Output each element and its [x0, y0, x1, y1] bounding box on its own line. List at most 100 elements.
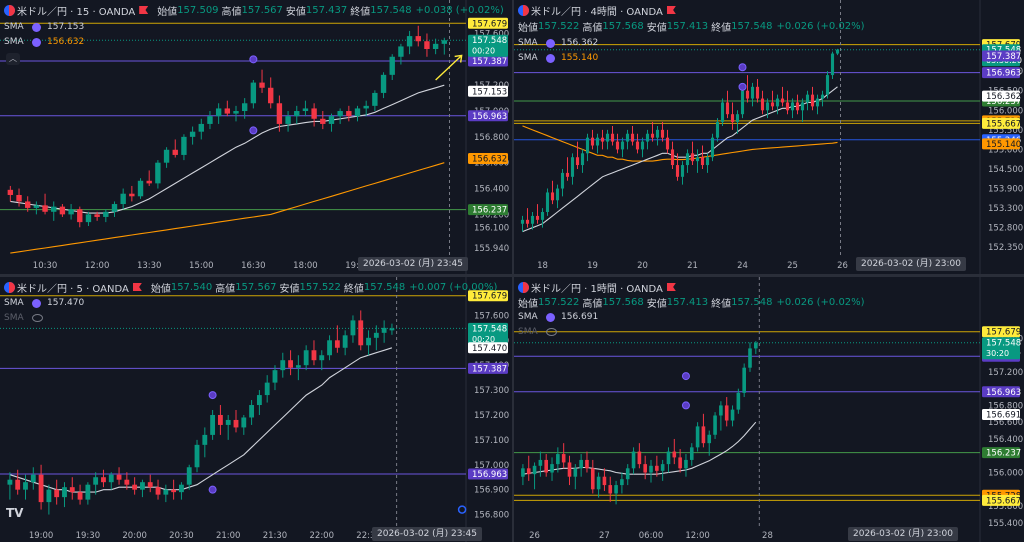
- alert-flag-icon[interactable]: [139, 6, 149, 14]
- annotation-arrow-head: [454, 54, 463, 63]
- candle: [295, 355, 301, 381]
- level-price-tag: 157.679: [468, 290, 508, 302]
- chart-canvas-1h[interactable]: 157.800157.200156.800156.600156.400156.0…: [514, 277, 1024, 542]
- candle-body: [649, 465, 653, 473]
- sma-settings-icon[interactable]: [546, 53, 555, 63]
- candle-body: [655, 129, 660, 138]
- chart-canvas-15m[interactable]: 157.600157.200157.000156.800156.600156.4…: [0, 0, 512, 274]
- chart-canvas-5m[interactable]: 157.600157.500157.400157.300157.200157.1…: [0, 277, 512, 542]
- x-tick-label: 15:00: [189, 261, 214, 271]
- candle: [342, 330, 348, 356]
- candle-body: [249, 405, 255, 418]
- chart-canvas-4h[interactable]: 157.000156.500156.000155.500155.000154.5…: [514, 0, 1024, 274]
- candle: [695, 422, 700, 452]
- candle: [311, 340, 317, 366]
- price-tag: 157.470: [468, 342, 508, 354]
- candle-body: [660, 464, 665, 471]
- change-value: +0.026 (+0.02%): [776, 20, 865, 32]
- sma-legend-1[interactable]: SMA 157.470: [4, 298, 84, 308]
- symbol-title[interactable]: 米ドル／円 · 4時間 · OANDA: [531, 6, 663, 18]
- candle-body: [320, 118, 326, 124]
- hidden-eye-icon[interactable]: [546, 328, 557, 336]
- candle-body: [69, 487, 75, 493]
- sma-legend-1[interactable]: SMA 156.691: [518, 312, 598, 322]
- candle: [259, 69, 265, 93]
- candle: [373, 325, 379, 351]
- candle: [785, 90, 790, 115]
- price-tag-text: 156.691: [986, 411, 1021, 421]
- alert-flag-icon[interactable]: [666, 283, 676, 291]
- sma-legend-2-hidden[interactable]: SMA: [4, 313, 49, 323]
- sma-settings-icon[interactable]: [546, 38, 555, 48]
- candle: [640, 137, 645, 158]
- alert-flag-icon[interactable]: [132, 283, 142, 291]
- price-tag-text: 156.963: [986, 388, 1021, 398]
- candle: [146, 170, 152, 186]
- chart-pane-15m[interactable]: 157.600157.200157.000156.800156.600156.4…: [0, 0, 512, 274]
- sma-legend-2-hidden[interactable]: SMA: [518, 327, 563, 337]
- candle: [561, 443, 566, 469]
- sma-legend-1[interactable]: SMA 156.362: [518, 38, 598, 48]
- chart-pane-4h[interactable]: 157.000156.500156.000155.500155.000154.5…: [514, 0, 1024, 274]
- candle-body: [264, 382, 270, 396]
- candle: [665, 129, 670, 154]
- candle: [605, 129, 610, 150]
- candle-body: [155, 162, 161, 184]
- candle: [288, 350, 293, 376]
- vertical-divider[interactable]: [512, 0, 514, 542]
- price-tag-text: 155.140: [986, 140, 1021, 150]
- price-tag-text: 157.548: [472, 324, 507, 334]
- candle-body: [665, 137, 670, 150]
- event-marker: [249, 126, 258, 135]
- candle: [163, 484, 169, 503]
- candle: [303, 345, 309, 371]
- candle: [815, 94, 820, 115]
- symbol-title[interactable]: 米ドル／円 · 1時間 · OANDA: [531, 283, 663, 295]
- candle: [610, 125, 615, 146]
- chart-pane-5m[interactable]: 157.600157.500157.400157.300157.200157.1…: [0, 277, 512, 542]
- sma-settings-icon[interactable]: [32, 37, 41, 47]
- symbol-title[interactable]: 米ドル／円 · 5 · OANDA: [17, 283, 129, 295]
- sma-label: SMA: [4, 298, 24, 308]
- candle-body: [680, 165, 685, 177]
- sma-settings-icon[interactable]: [546, 312, 555, 322]
- chart-pane-1h[interactable]: 157.800157.200156.800156.600156.400156.0…: [514, 277, 1024, 542]
- alert-flag-icon[interactable]: [666, 6, 676, 14]
- candle-body: [389, 56, 395, 75]
- sma-settings-icon[interactable]: [32, 298, 41, 308]
- y-tick-label: 155.400: [988, 519, 1023, 529]
- candle: [567, 455, 572, 486]
- tradingview-logo[interactable]: 𝗧𝗩: [6, 506, 24, 520]
- candle: [790, 98, 795, 119]
- candle-body: [215, 108, 222, 117]
- candle: [631, 447, 636, 475]
- candle: [705, 153, 710, 173]
- sma-legend-2[interactable]: SMA 155.140: [518, 53, 598, 63]
- candle-body: [68, 209, 74, 215]
- candle-body: [207, 116, 213, 124]
- candle: [720, 98, 725, 126]
- sma-legend-2[interactable]: SMA 156.632: [4, 37, 84, 47]
- sma-settings-icon[interactable]: [32, 22, 41, 32]
- candle-body: [38, 474, 44, 503]
- price-tag-bg: [982, 409, 1020, 421]
- candle: [241, 414, 247, 435]
- event-marker: [208, 391, 217, 400]
- chart-header: 米ドル／円 · 1時間 · OANDA: [518, 280, 682, 295]
- sma-legend-1[interactable]: SMA 157.153: [4, 22, 84, 32]
- candle-body: [225, 419, 231, 425]
- candle: [600, 129, 605, 150]
- price-tag: 156.691: [982, 409, 1021, 421]
- x-tick-label: 21: [687, 261, 698, 271]
- candle-body: [334, 340, 340, 348]
- horizontal-divider[interactable]: [0, 274, 1024, 277]
- candle: [526, 455, 531, 481]
- candle: [172, 139, 178, 158]
- symbol-title[interactable]: 米ドル／円 · 15 · OANDA: [17, 6, 136, 18]
- price-tag: 155.140: [982, 138, 1021, 150]
- candle-body: [755, 86, 760, 99]
- collapse-legend-button[interactable]: ︿: [6, 53, 20, 65]
- candle-body: [615, 141, 620, 150]
- hidden-eye-icon[interactable]: [32, 314, 43, 322]
